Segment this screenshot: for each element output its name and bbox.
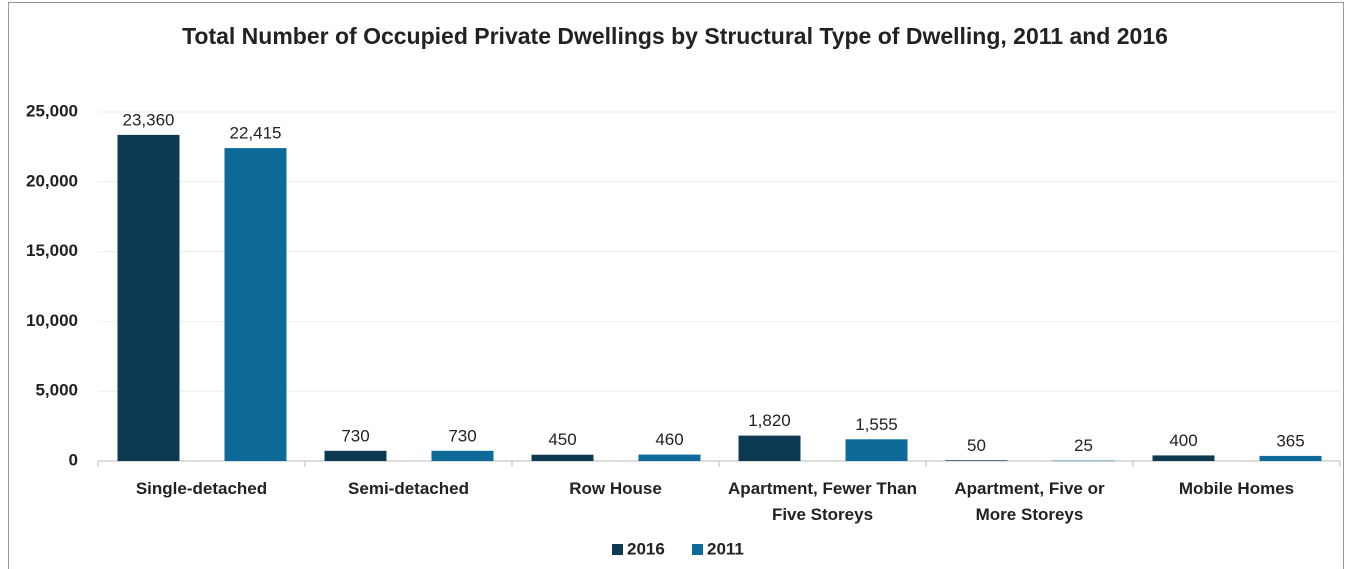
data-label: 50 bbox=[967, 436, 986, 455]
x-tick-label: Row House bbox=[569, 479, 662, 498]
bar bbox=[431, 450, 494, 461]
legend-label: 2016 bbox=[627, 539, 665, 558]
data-label: 25 bbox=[1074, 436, 1093, 455]
data-label: 365 bbox=[1276, 431, 1304, 450]
legend-swatch bbox=[612, 544, 623, 555]
bar bbox=[1052, 460, 1115, 462]
bar bbox=[224, 148, 287, 461]
data-label: 730 bbox=[341, 426, 369, 445]
data-label: 1,555 bbox=[855, 415, 898, 434]
data-label: 400 bbox=[1169, 431, 1197, 450]
bar bbox=[117, 134, 180, 461]
bar bbox=[1259, 455, 1322, 461]
bar bbox=[531, 454, 594, 461]
x-tick-label: Apartment, Fewer Than Five Storeys bbox=[728, 479, 917, 524]
chart-frame bbox=[8, 2, 1344, 569]
x-tick-label: Apartment, Five or More Storeys bbox=[954, 479, 1105, 524]
bar bbox=[845, 439, 908, 461]
bar bbox=[324, 450, 387, 461]
y-tick-label: 20,000 bbox=[26, 171, 78, 190]
data-label: 730 bbox=[448, 426, 476, 445]
y-tick-label: 15,000 bbox=[26, 241, 78, 260]
y-tick-label: 0 bbox=[69, 450, 78, 469]
bar bbox=[1152, 455, 1215, 461]
bar bbox=[738, 435, 801, 461]
data-label: 450 bbox=[548, 430, 576, 449]
y-tick-label: 25,000 bbox=[26, 101, 78, 120]
data-label: 23,360 bbox=[123, 110, 175, 129]
chart-title: Total Number of Occupied Private Dwellin… bbox=[182, 23, 1168, 49]
x-tick-label: Single-detached bbox=[135, 479, 268, 498]
data-label: 460 bbox=[655, 430, 683, 449]
y-tick-label: 5,000 bbox=[35, 381, 78, 400]
data-label: 1,820 bbox=[748, 411, 791, 430]
bar bbox=[638, 454, 701, 461]
legend-swatch bbox=[692, 544, 703, 555]
bar bbox=[945, 460, 1008, 461]
x-tick-label: Mobile Homes bbox=[1178, 479, 1295, 498]
y-tick-label: 10,000 bbox=[26, 311, 78, 330]
x-tick-label: Semi-detached bbox=[348, 479, 469, 498]
data-label: 22,415 bbox=[230, 124, 282, 143]
legend-label: 2011 bbox=[707, 539, 744, 558]
